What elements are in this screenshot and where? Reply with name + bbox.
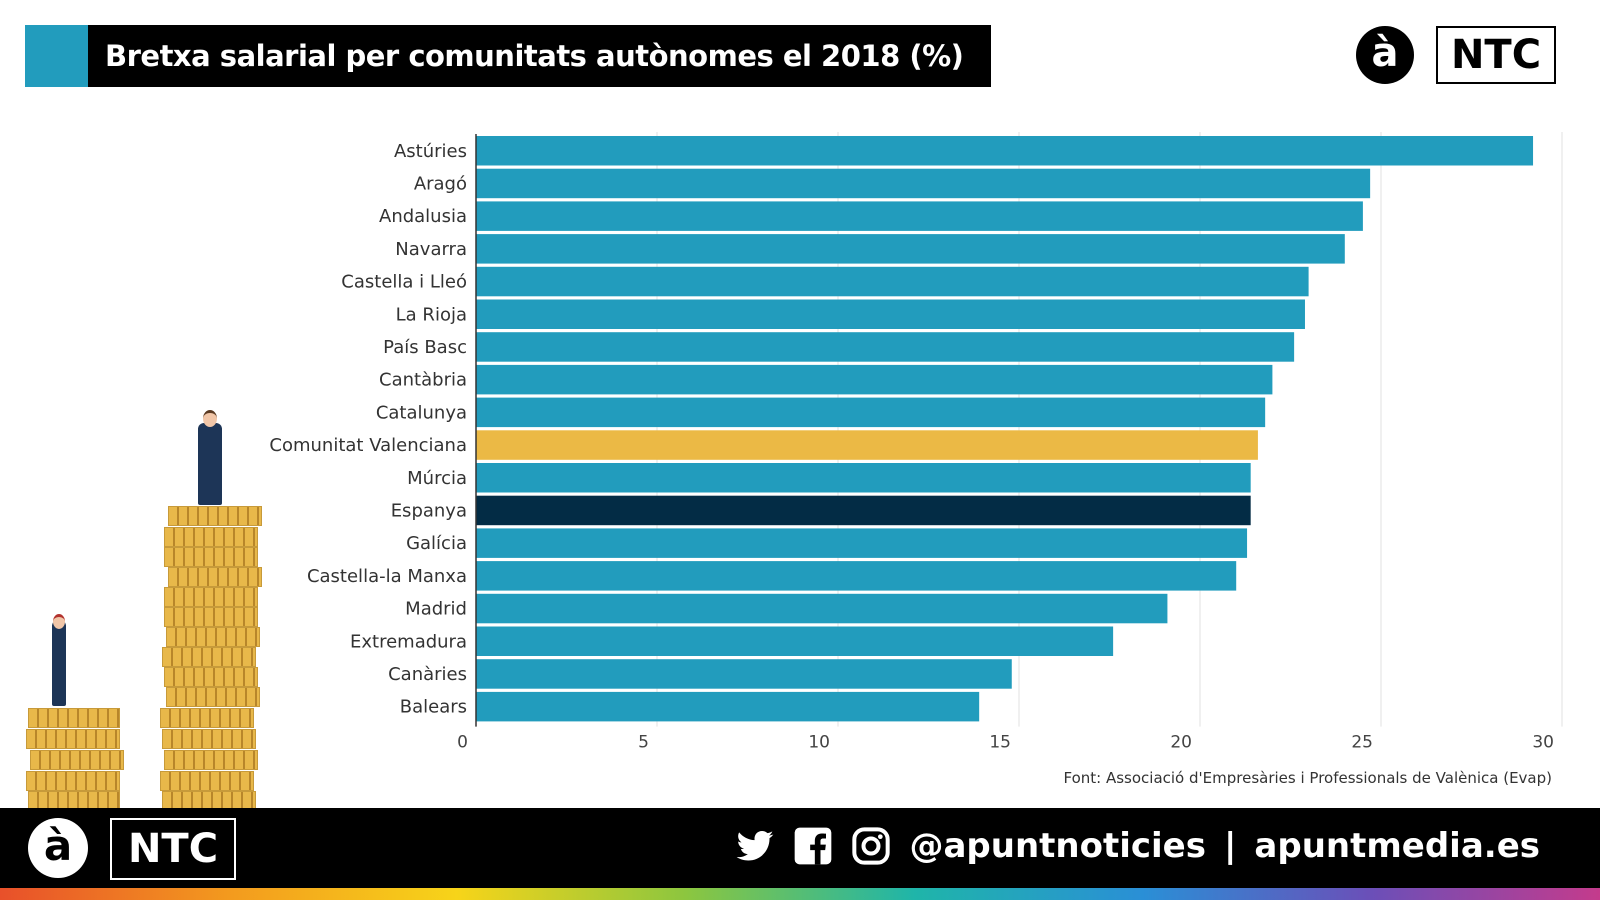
x-tick-label: 5	[638, 733, 649, 753]
bar	[476, 626, 1114, 656]
bar	[476, 136, 1534, 166]
website-link[interactable]: apuntmedia.es	[1254, 826, 1540, 866]
footer: à NTC @apuntnoticies | apuntmedia.es	[0, 808, 1600, 890]
bar	[476, 299, 1305, 329]
category-label: Madrid	[405, 599, 467, 620]
category-label: Balears	[400, 697, 467, 718]
bar	[476, 201, 1363, 231]
category-label: Extremadura	[350, 631, 467, 652]
title-bar: Bretxa salarial per comunitats autònomes…	[25, 25, 991, 87]
bar	[476, 332, 1295, 362]
bar	[476, 495, 1251, 526]
bar	[476, 364, 1273, 395]
bar	[476, 168, 1371, 199]
ntc-logo: NTC	[1436, 26, 1556, 84]
bar	[476, 528, 1248, 558]
rainbow-strip	[0, 888, 1600, 900]
apunt-logo: à	[1356, 26, 1414, 84]
category-label: Castella-la Manxa	[307, 566, 467, 587]
bar	[476, 659, 1012, 689]
bar	[476, 430, 1258, 460]
x-tick-label: 0	[457, 733, 468, 753]
category-label: Navarra	[395, 239, 467, 260]
x-tick-label: 15	[989, 733, 1011, 753]
title-accent	[25, 25, 88, 87]
footer-separator: |	[1223, 826, 1237, 866]
category-label: Castella i Lleó	[341, 272, 467, 293]
category-label: Aragó	[414, 173, 467, 194]
bar	[476, 463, 1251, 493]
bar	[476, 234, 1345, 264]
footer-apunt-logo: à	[28, 818, 88, 878]
social-links: @apuntnoticies | apuntmedia.es	[735, 826, 1540, 866]
category-label: Andalusia	[379, 206, 467, 227]
category-label: Espanya	[391, 500, 467, 521]
bar	[476, 593, 1168, 624]
bar	[476, 691, 980, 722]
x-tick-label: 10	[808, 733, 830, 753]
category-label: Múrcia	[407, 468, 467, 489]
x-tick-label: 25	[1351, 733, 1373, 753]
category-label: La Rioja	[396, 304, 467, 325]
category-label: Astúries	[394, 141, 467, 162]
bar-chart: 0 5 10 15 20 25 30 Astúries Aragó Andalusia Navarr…	[269, 132, 1563, 753]
chart-title: Bretxa salarial per comunitats autònomes…	[105, 39, 964, 73]
bar	[476, 561, 1237, 591]
x-tick-label: 30	[1532, 733, 1554, 753]
category-label: Cantàbria	[379, 370, 467, 391]
bar	[476, 266, 1309, 297]
category-label: Canàries	[388, 664, 467, 685]
category-label: País Basc	[383, 337, 467, 358]
bar	[476, 397, 1266, 428]
x-tick-label: 20	[1170, 733, 1192, 753]
category-label: Comunitat Valenciana	[269, 435, 467, 456]
twitter-icon[interactable]	[735, 826, 775, 866]
footer-ntc-logo: NTC	[110, 818, 236, 880]
social-handle[interactable]: @apuntnoticies	[909, 826, 1206, 866]
source-note: Font: Associació d'Empresàries i Profess…	[1063, 769, 1552, 787]
category-label: Galícia	[406, 533, 467, 554]
instagram-icon[interactable]	[851, 826, 891, 866]
category-label: Catalunya	[376, 402, 467, 423]
facebook-icon[interactable]	[793, 826, 833, 866]
